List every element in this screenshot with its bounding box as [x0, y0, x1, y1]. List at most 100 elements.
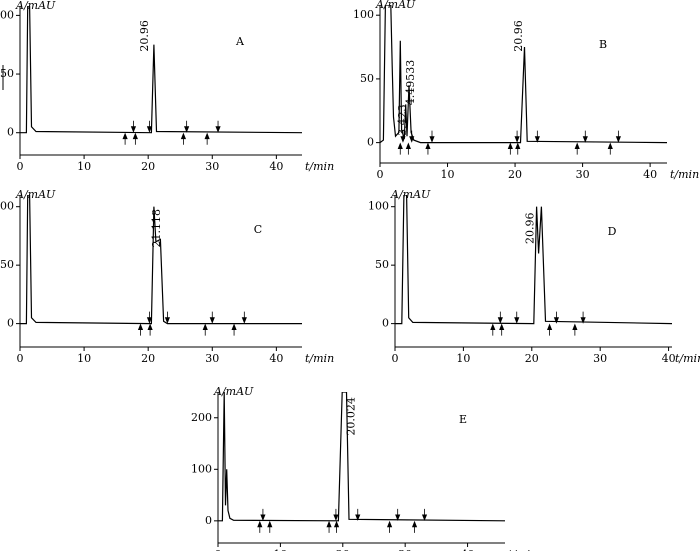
x-axis-label: t/min: [670, 168, 699, 181]
y-tick-label: 100: [191, 462, 212, 475]
y-axis-label: A/mAU: [15, 0, 56, 12]
event-marker-down: [355, 508, 361, 521]
x-tick-label: 10: [77, 160, 91, 173]
y-tick-label: 50: [375, 258, 389, 271]
event-marker-up: [397, 142, 403, 155]
event-marker-down: [534, 130, 540, 143]
y-axis-label: A/mAU: [375, 0, 416, 11]
event-marker-up: [607, 142, 613, 155]
panel: 0 100 200 0 10 20 30 40 A/mAU t/min E 20.024: [191, 385, 537, 551]
trace: [218, 392, 505, 522]
y-tick-label: 0: [7, 126, 14, 139]
event-marker-down: [395, 508, 401, 521]
event-marker-up: [122, 132, 128, 145]
event-marker-down: [429, 130, 435, 143]
event-marker-down: [215, 120, 221, 133]
y-tick-label: 50: [0, 67, 14, 80]
x-tick-label: 20: [336, 548, 350, 551]
y-tick-label: 0: [7, 317, 14, 330]
event-marker-down: [514, 130, 520, 143]
event-marker-up: [204, 132, 210, 145]
y-tick-label: 100: [353, 8, 374, 21]
event-marker-down: [184, 120, 190, 133]
event-marker-up: [572, 323, 578, 336]
panel: 0 50 100 0 10 20 30 40 A/mAU t/min D 20.96: [368, 188, 700, 365]
x-tick-label: 0: [17, 352, 24, 365]
panel-label: D: [608, 225, 617, 238]
panel: 0 50 100 0 10 20 30 40 A/mAU t/min C 21.118: [0, 188, 334, 365]
x-tick-label: 10: [456, 352, 470, 365]
event-marker-up: [231, 323, 237, 336]
peak-label: 20.96: [523, 213, 536, 245]
event-marker-down: [130, 120, 137, 133]
event-marker-down: [615, 130, 621, 143]
x-tick-label: 20: [141, 160, 155, 173]
panel-label: B: [599, 38, 607, 51]
peak-label: 3.423: [396, 104, 409, 136]
event-marker-down: [497, 311, 503, 324]
y-axis-label: A/mAU: [390, 188, 431, 201]
panel-label: A: [235, 35, 245, 48]
event-marker-down: [209, 311, 215, 324]
peak-label: 20.024: [345, 397, 358, 436]
x-tick-label: 20: [508, 168, 522, 181]
x-tick-label: 20: [141, 352, 155, 365]
peak-label: 21.118: [150, 209, 163, 248]
panel-label: C: [254, 223, 262, 236]
event-marker-up: [507, 142, 513, 155]
event-marker-up: [405, 142, 411, 155]
event-marker-up: [137, 323, 144, 336]
panel: 0 50 100 0 10 20 30 40 A/mAU t/min A 20.96: [0, 0, 334, 173]
y-axis-label: A/mAU: [213, 385, 254, 398]
event-marker-up: [574, 142, 580, 155]
event-marker-up: [499, 323, 505, 336]
event-marker-up: [333, 520, 340, 533]
x-axis-label: t/min: [508, 548, 537, 551]
event-marker-up: [425, 142, 431, 155]
y-tick-label: 0: [205, 514, 212, 527]
x-axis-label: t/min: [675, 352, 700, 365]
y-tick-label: 100: [0, 200, 14, 213]
peak-label: 20.96: [512, 20, 525, 51]
event-marker-up: [147, 323, 153, 336]
event-marker-down: [333, 508, 339, 521]
event-marker-up: [180, 132, 187, 145]
trace: [20, 6, 302, 134]
x-tick-label: 10: [441, 168, 455, 181]
x-tick-label: 0: [392, 352, 399, 365]
x-tick-label: 30: [205, 160, 219, 173]
event-marker-down: [409, 130, 415, 143]
event-marker-down: [146, 311, 153, 324]
event-marker-up: [490, 323, 496, 336]
y-tick-label: 0: [367, 136, 374, 149]
y-axis-label: A/mAU: [15, 188, 56, 201]
event-marker-up: [326, 520, 332, 533]
x-axis-label: t/min: [305, 160, 334, 173]
x-tick-label: 0: [17, 160, 24, 173]
event-marker-up: [546, 323, 553, 336]
event-marker-down: [421, 508, 428, 521]
y-tick-label: 0: [382, 317, 389, 330]
y-tick-label: 200: [191, 411, 212, 424]
x-tick-label: 30: [205, 352, 219, 365]
event-marker-down: [241, 311, 247, 324]
x-tick-label: 40: [269, 352, 283, 365]
x-tick-label: 20: [525, 352, 539, 365]
y-tick-label: 100: [0, 8, 14, 21]
event-marker-up: [411, 520, 418, 533]
y-tick-label: 50: [0, 258, 14, 271]
panel-label: E: [459, 413, 467, 426]
event-marker-up: [132, 132, 138, 145]
event-marker-up: [386, 520, 393, 533]
event-marker-down: [400, 130, 406, 143]
x-tick-label: 0: [215, 548, 222, 551]
event-marker-up: [515, 142, 521, 155]
peak-label: 4.49533: [404, 60, 417, 106]
x-tick-label: 10: [77, 352, 91, 365]
x-tick-label: 0: [377, 168, 384, 181]
event-marker-up: [202, 323, 208, 336]
event-marker-down: [514, 311, 520, 324]
x-tick-label: 40: [643, 168, 657, 181]
